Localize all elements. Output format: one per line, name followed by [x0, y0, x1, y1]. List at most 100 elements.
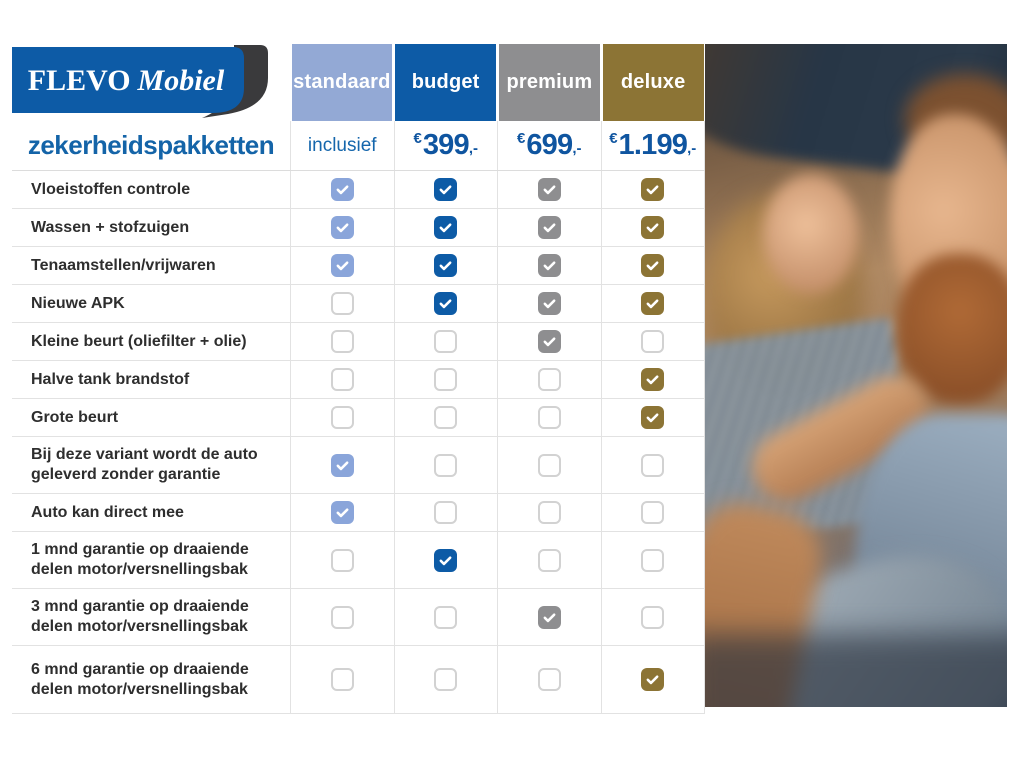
cell-deluxe: [600, 171, 705, 208]
table-row: 3 mnd garantie op draaiende delen motor/…: [12, 589, 705, 646]
unchecked-checkbox-deluxe[interactable]: [641, 330, 665, 353]
cell-standaard: [290, 323, 394, 360]
package-header-label: deluxe: [620, 71, 686, 93]
cell-deluxe: [600, 494, 705, 531]
cell-standaard: [290, 361, 394, 398]
feature-rows: Vloeistoffen controle Wassen + stofzuigen…: [12, 171, 705, 714]
cell-deluxe: [600, 532, 705, 588]
unchecked-checkbox-premium[interactable]: [537, 668, 561, 691]
check-icon: [439, 261, 452, 271]
feature-label: Wassen + stofzuigen: [31, 218, 190, 236]
cell-standaard: [290, 399, 394, 436]
brand-logo: FLEVO Mobiel: [12, 44, 290, 121]
price-deluxe: €1.199 ,-: [600, 121, 705, 170]
checked-checkbox-standaard[interactable]: [330, 254, 354, 277]
checked-checkbox-premium[interactable]: [537, 605, 561, 629]
price-suffix: ,-: [468, 140, 478, 157]
price-standaard: inclusief: [290, 121, 394, 170]
unchecked-checkbox-budget[interactable]: [434, 330, 458, 353]
unchecked-checkbox-standaard[interactable]: [330, 668, 354, 691]
checked-checkbox-deluxe[interactable]: [641, 368, 665, 391]
table-row: Nieuwe APK: [12, 285, 705, 323]
cell-deluxe: [600, 646, 705, 713]
check-icon: [543, 261, 556, 271]
unchecked-checkbox-deluxe[interactable]: [641, 501, 665, 524]
unchecked-checkbox-standaard[interactable]: [330, 406, 354, 429]
check-icon: [543, 612, 556, 622]
check-icon: [646, 299, 659, 309]
checked-checkbox-budget[interactable]: [434, 178, 458, 201]
checked-checkbox-premium[interactable]: [537, 292, 561, 315]
cell-budget: [393, 247, 498, 284]
unchecked-checkbox-budget[interactable]: [434, 501, 458, 524]
unchecked-checkbox-deluxe[interactable]: [641, 548, 665, 572]
unchecked-checkbox-budget[interactable]: [434, 605, 458, 629]
checked-checkbox-deluxe[interactable]: [641, 178, 665, 201]
unchecked-checkbox-budget[interactable]: [434, 453, 458, 477]
cell-budget: [393, 646, 498, 713]
checked-checkbox-budget[interactable]: [434, 216, 458, 239]
cell-standaard: [290, 285, 394, 322]
comparison-table: FLEVO Mobiel standaard budget premium deluxe…: [12, 44, 705, 714]
checked-checkbox-premium[interactable]: [537, 216, 561, 239]
checked-checkbox-deluxe[interactable]: [641, 254, 665, 277]
checked-checkbox-premium[interactable]: [537, 178, 561, 201]
unchecked-checkbox-budget[interactable]: [434, 406, 458, 429]
table-row: Auto kan direct mee: [12, 494, 705, 532]
euro-sign: €: [516, 130, 526, 147]
unchecked-checkbox-standaard[interactable]: [330, 368, 354, 391]
table-row: Vloeistoffen controle: [12, 171, 705, 209]
package-headers: standaard budget premium deluxe: [290, 44, 705, 121]
checked-checkbox-premium[interactable]: [537, 330, 561, 353]
title-cell: zekerheidspakketten: [12, 121, 290, 170]
cell-premium: [497, 361, 601, 398]
unchecked-checkbox-budget[interactable]: [434, 368, 458, 391]
cell-standaard: [290, 646, 394, 713]
cell-budget: [393, 361, 498, 398]
feature-label: Halve tank brandstof: [31, 370, 190, 388]
checked-checkbox-budget[interactable]: [434, 254, 458, 277]
cell-premium: [497, 247, 601, 284]
package-header-budget: budget: [395, 44, 496, 121]
cell-deluxe: [600, 437, 705, 493]
unchecked-checkbox-premium[interactable]: [537, 453, 561, 477]
unchecked-checkbox-standaard[interactable]: [330, 292, 354, 315]
checked-checkbox-standaard[interactable]: [330, 453, 354, 477]
cell-premium: [497, 171, 601, 208]
logo-text-primary: FLEVO: [28, 64, 131, 97]
unchecked-checkbox-premium[interactable]: [537, 501, 561, 524]
unchecked-checkbox-budget[interactable]: [434, 668, 458, 691]
check-icon: [439, 555, 452, 565]
checked-checkbox-deluxe[interactable]: [641, 292, 665, 315]
cell-deluxe: [600, 285, 705, 322]
checked-checkbox-budget[interactable]: [434, 292, 458, 315]
checked-checkbox-budget[interactable]: [434, 548, 458, 572]
price-text: inclusief: [307, 134, 377, 156]
check-icon: [439, 223, 452, 233]
checked-checkbox-standaard[interactable]: [330, 216, 354, 239]
checked-checkbox-premium[interactable]: [537, 254, 561, 277]
check-icon: [646, 185, 659, 195]
unchecked-checkbox-premium[interactable]: [537, 406, 561, 429]
feature-label: Auto kan direct mee: [31, 503, 184, 521]
cell-premium: [497, 323, 601, 360]
unchecked-checkbox-premium[interactable]: [537, 548, 561, 572]
checked-checkbox-deluxe[interactable]: [641, 668, 665, 691]
unchecked-checkbox-deluxe[interactable]: [641, 453, 665, 477]
cell-premium: [497, 494, 601, 531]
check-icon: [646, 675, 659, 685]
checked-checkbox-deluxe[interactable]: [641, 216, 665, 239]
unchecked-checkbox-standaard[interactable]: [330, 330, 354, 353]
check-icon: [646, 261, 659, 271]
feature-label: 6 mnd garantie op draaiende delen motor/…: [31, 660, 249, 698]
checked-checkbox-standaard[interactable]: [330, 501, 354, 524]
feature-label: Grote beurt: [31, 408, 119, 426]
unchecked-checkbox-standaard[interactable]: [330, 548, 354, 572]
unchecked-checkbox-standaard[interactable]: [330, 605, 354, 629]
checked-checkbox-deluxe[interactable]: [641, 406, 665, 429]
unchecked-checkbox-deluxe[interactable]: [641, 605, 665, 629]
unchecked-checkbox-premium[interactable]: [537, 368, 561, 391]
checked-checkbox-standaard[interactable]: [330, 178, 354, 201]
table-row: Tenaamstellen/vrijwaren: [12, 247, 705, 285]
